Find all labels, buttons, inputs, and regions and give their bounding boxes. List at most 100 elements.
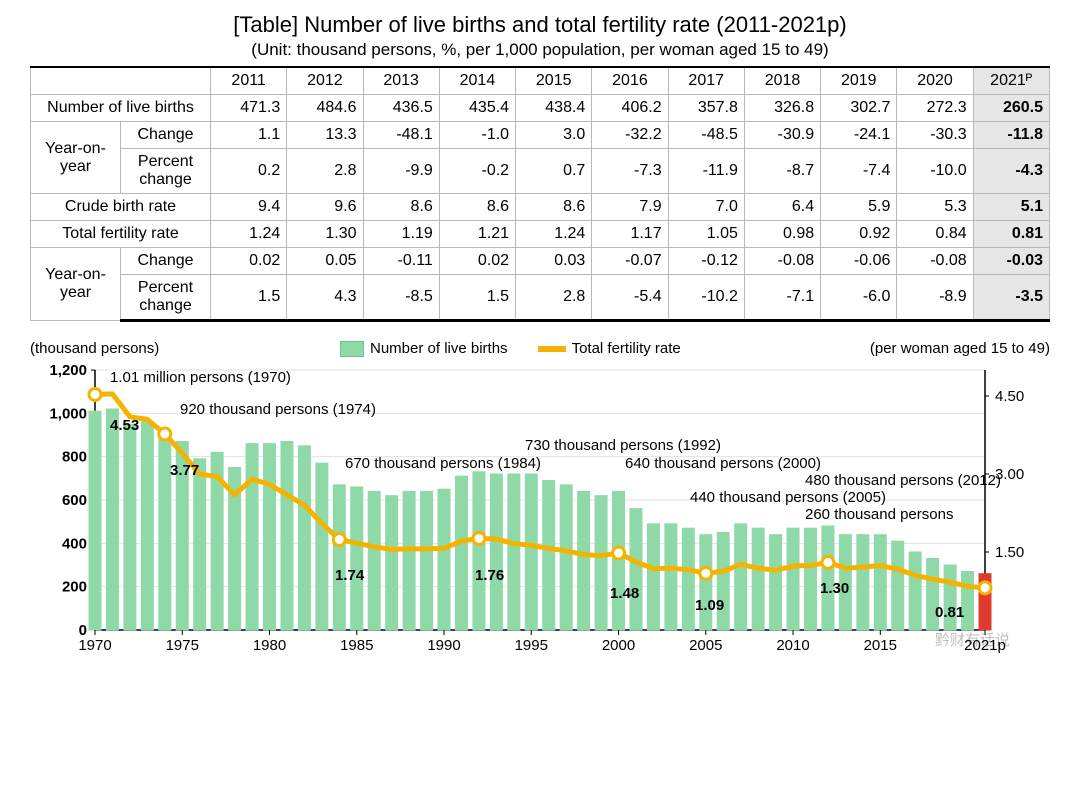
cell: 9.6: [287, 194, 363, 221]
row-group: Total fertility rate: [31, 221, 211, 248]
cell: 1.17: [592, 221, 668, 248]
svg-text:1985: 1985: [340, 637, 373, 654]
cell: -11.8: [973, 122, 1049, 149]
svg-text:2005: 2005: [689, 637, 722, 654]
svg-text:0.81: 0.81: [935, 604, 964, 621]
cell: -11.9: [668, 149, 744, 194]
row-group: Number of live births: [31, 95, 211, 122]
svg-text:1.76: 1.76: [475, 567, 504, 584]
svg-text:730 thousand persons (1992): 730 thousand persons (1992): [525, 437, 721, 454]
cell: -8.7: [744, 149, 820, 194]
cell: 2.8: [287, 149, 363, 194]
cell: 438.4: [516, 95, 592, 122]
cell: -10.0: [897, 149, 973, 194]
cell: -7.3: [592, 149, 668, 194]
watermark: 黔财有话说: [935, 629, 1010, 650]
svg-text:1.01 million persons (1970): 1.01 million persons (1970): [110, 369, 291, 386]
cell: -0.11: [363, 248, 439, 275]
cell: 13.3: [287, 122, 363, 149]
cell: 0.05: [287, 248, 363, 275]
cell: 7.0: [668, 194, 744, 221]
year-header: 2020: [897, 67, 973, 95]
cell: -1.0: [439, 122, 515, 149]
svg-text:1990: 1990: [427, 637, 460, 654]
cell: 2.8: [516, 275, 592, 321]
cell: -3.5: [973, 275, 1049, 321]
cell: 435.4: [439, 95, 515, 122]
cell: 406.2: [592, 95, 668, 122]
cell: 4.3: [287, 275, 363, 321]
year-header: 2011: [211, 67, 287, 95]
legend: Number of live births Total fertility ra…: [340, 340, 681, 357]
year-header: 2019: [821, 67, 897, 95]
svg-text:1995: 1995: [515, 637, 548, 654]
y-left-label: (thousand persons): [30, 340, 159, 357]
svg-text:2000: 2000: [602, 637, 635, 654]
cell: -0.12: [668, 248, 744, 275]
cell: 326.8: [744, 95, 820, 122]
legend-line: Total fertility rate: [572, 340, 681, 357]
svg-text:1,000: 1,000: [49, 405, 87, 422]
cell: 1.1: [211, 122, 287, 149]
chart-svg: 02004006008001,0001,2001.503.004.5019701…: [30, 340, 1050, 680]
cell: -30.9: [744, 122, 820, 149]
row-group: Crude birth rate: [31, 194, 211, 221]
cell: -0.08: [897, 248, 973, 275]
cell: -6.0: [821, 275, 897, 321]
cell: 1.24: [516, 221, 592, 248]
table-title: [Table] Number of live births and total …: [30, 12, 1050, 38]
cell: -48.5: [668, 122, 744, 149]
data-table: 2011201220132014201520162017201820192020…: [30, 66, 1050, 322]
svg-text:3.77: 3.77: [170, 462, 199, 479]
svg-text:1.74: 1.74: [335, 567, 365, 584]
cell: 5.1: [973, 194, 1049, 221]
cell: 436.5: [363, 95, 439, 122]
row-sub: Change: [121, 122, 211, 149]
cell: 471.3: [211, 95, 287, 122]
cell: 6.4: [744, 194, 820, 221]
cell: -7.4: [821, 149, 897, 194]
cell: 1.21: [439, 221, 515, 248]
cell: 8.6: [516, 194, 592, 221]
cell: -8.5: [363, 275, 439, 321]
cell: 5.9: [821, 194, 897, 221]
cell: 0.98: [744, 221, 820, 248]
cell: 9.4: [211, 194, 287, 221]
line-swatch: [538, 346, 566, 352]
cell: -0.07: [592, 248, 668, 275]
cell: -24.1: [821, 122, 897, 149]
cell: 8.6: [363, 194, 439, 221]
year-header: 2012: [287, 67, 363, 95]
cell: 5.3: [897, 194, 973, 221]
cell: 8.6: [439, 194, 515, 221]
row-group: Year-on-year: [31, 122, 121, 194]
cell: 1.5: [211, 275, 287, 321]
year-header: 2018: [744, 67, 820, 95]
svg-text:1975: 1975: [166, 637, 199, 654]
cell: 272.3: [897, 95, 973, 122]
cell: -8.9: [897, 275, 973, 321]
cell: 1.30: [287, 221, 363, 248]
svg-text:4.50: 4.50: [995, 388, 1024, 405]
cell: 7.9: [592, 194, 668, 221]
cell: -5.4: [592, 275, 668, 321]
cell: 0.2: [211, 149, 287, 194]
year-header: 2013: [363, 67, 439, 95]
year-header: 2015: [516, 67, 592, 95]
cell: 0.92: [821, 221, 897, 248]
svg-text:4.53: 4.53: [110, 417, 139, 434]
cell: 3.0: [516, 122, 592, 149]
cell: 0.03: [516, 248, 592, 275]
cell: 357.8: [668, 95, 744, 122]
cell: 302.7: [821, 95, 897, 122]
cell: 260.5: [973, 95, 1049, 122]
cell: -4.3: [973, 149, 1049, 194]
svg-text:1980: 1980: [253, 637, 286, 654]
svg-text:2015: 2015: [864, 637, 897, 654]
table-subtitle: (Unit: thousand persons, %, per 1,000 po…: [30, 40, 1050, 60]
cell: -0.2: [439, 149, 515, 194]
svg-text:2010: 2010: [776, 637, 809, 654]
bar-swatch: [340, 341, 364, 357]
svg-text:670 thousand persons (1984): 670 thousand persons (1984): [345, 455, 541, 472]
cell: -9.9: [363, 149, 439, 194]
